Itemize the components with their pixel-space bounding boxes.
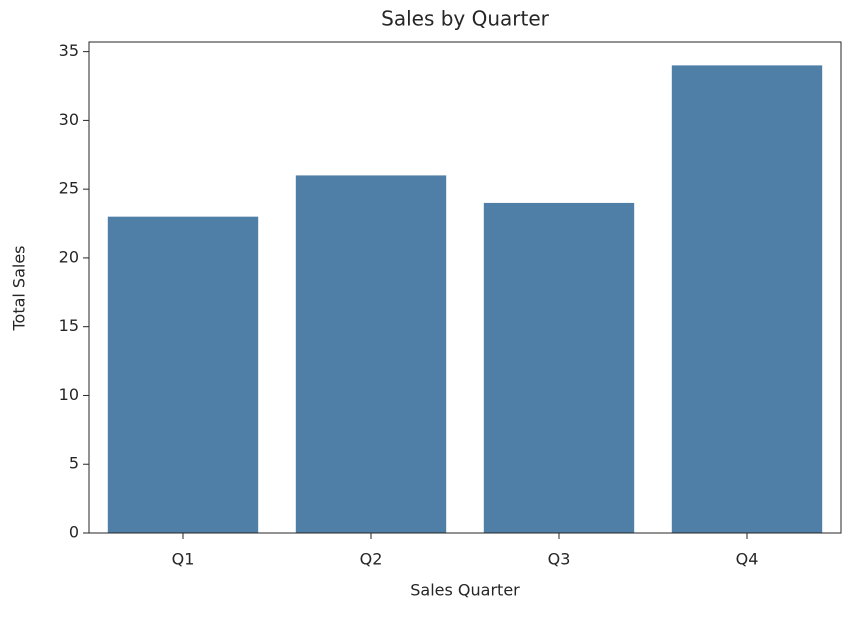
bar bbox=[483, 202, 635, 534]
plot-frame bbox=[88, 41, 842, 534]
x-tick-label: Q1 bbox=[172, 550, 195, 569]
x-tick-label: Q4 bbox=[736, 550, 759, 569]
bar bbox=[671, 65, 823, 533]
y-tick-label: 35 bbox=[59, 41, 79, 60]
x-tick-label: Q3 bbox=[548, 550, 571, 569]
y-tick-label: 10 bbox=[59, 385, 79, 404]
y-tick-label: 5 bbox=[69, 454, 79, 473]
y-tick-label: 30 bbox=[59, 110, 79, 129]
x-axis-label: Sales Quarter bbox=[410, 581, 520, 600]
bar bbox=[107, 216, 259, 533]
y-tick-label: 25 bbox=[59, 179, 79, 198]
y-tick-label: 20 bbox=[59, 247, 79, 266]
y-tick-label: 0 bbox=[69, 523, 79, 542]
y-axis-label: Total Sales bbox=[10, 245, 29, 331]
bar bbox=[295, 175, 447, 533]
chart-title: Sales by Quarter bbox=[381, 7, 550, 31]
x-tick-label: Q2 bbox=[360, 550, 383, 569]
y-tick-label: 15 bbox=[59, 316, 79, 335]
